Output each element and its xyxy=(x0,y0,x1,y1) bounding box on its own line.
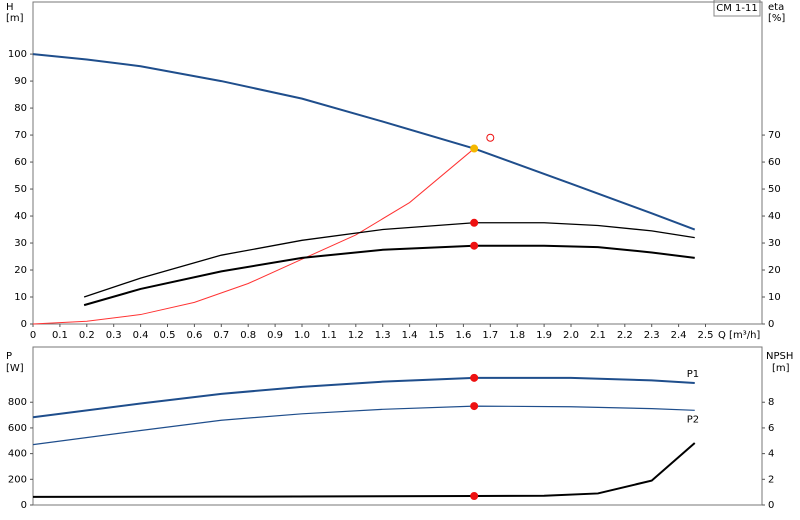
y2-tick-label: 20 xyxy=(768,265,781,276)
point-marker xyxy=(486,133,495,142)
y-tick-label: 20 xyxy=(14,265,27,276)
x-tick-label: 1.1 xyxy=(321,330,337,341)
x-tick-label: 1.4 xyxy=(402,330,418,341)
y-tick-label: 200 xyxy=(8,474,27,485)
y-tick-label: 30 xyxy=(14,238,27,249)
series-line xyxy=(32,53,696,231)
x-tick-label: 1.5 xyxy=(429,330,445,341)
x-tick-label: 1.8 xyxy=(509,330,525,341)
series-line xyxy=(32,442,696,498)
point-marker xyxy=(470,492,479,501)
y-axis-unit: [m] xyxy=(6,13,24,24)
x-tick-label: 0.2 xyxy=(79,330,95,341)
y2-tick-label: 50 xyxy=(768,184,781,195)
x-tick-label: 2.3 xyxy=(644,330,660,341)
y2-axis-title: eta xyxy=(768,2,784,13)
x-tick-label: 1.9 xyxy=(536,330,552,341)
plot-frame xyxy=(32,346,763,506)
x-tick-label: 0.7 xyxy=(213,330,229,341)
x-tick-label: 0.3 xyxy=(106,330,122,341)
x-axis-title: Q [m³/h] xyxy=(718,330,760,341)
y-axis-title: H xyxy=(6,2,14,13)
y2-tick-label: 70 xyxy=(768,130,781,141)
series-label: P1 xyxy=(687,369,699,380)
y-tick-label: 0 xyxy=(21,319,27,330)
y2-tick-label: 10 xyxy=(768,292,781,303)
y2-tick-label: 0 xyxy=(768,500,774,511)
point-marker xyxy=(470,144,479,153)
product-label: CM 1-11 xyxy=(716,3,757,14)
y-axis-title: P xyxy=(6,351,12,362)
x-tick-label: 0.5 xyxy=(160,330,176,341)
x-tick-label: 0 xyxy=(30,330,36,341)
y2-tick-label: 30 xyxy=(768,238,781,249)
point-marker xyxy=(470,402,479,411)
x-tick-label: 0.8 xyxy=(240,330,256,341)
point-marker xyxy=(470,218,479,227)
y2-axis-unit: [m] xyxy=(772,363,790,374)
x-tick-label: 1.2 xyxy=(348,330,364,341)
x-tick-label: 2.4 xyxy=(671,330,687,341)
y-tick-label: 800 xyxy=(8,397,27,408)
x-tick-label: 2.5 xyxy=(698,330,714,341)
y-tick-label: 10 xyxy=(14,292,27,303)
plot-frame xyxy=(32,1,763,325)
y-tick-label: 70 xyxy=(14,130,27,141)
y2-tick-label: 4 xyxy=(768,449,774,460)
x-tick-label: 0.4 xyxy=(133,330,149,341)
y-tick-label: 100 xyxy=(8,49,27,60)
x-tick-label: 2.1 xyxy=(590,330,606,341)
y2-tick-label: 8 xyxy=(768,397,774,408)
series-line xyxy=(83,222,695,298)
product-box xyxy=(713,0,761,17)
x-tick-label: 0.9 xyxy=(267,330,283,341)
y-tick-label: 0 xyxy=(21,500,27,511)
y-tick-label: 60 xyxy=(14,157,27,168)
x-tick-label: 0.1 xyxy=(52,330,68,341)
series-line xyxy=(83,244,695,307)
point-marker xyxy=(470,373,479,382)
y-tick-label: 40 xyxy=(14,211,27,222)
series-line xyxy=(32,148,475,325)
y-axis-unit: [W] xyxy=(6,363,24,374)
y2-tick-label: 60 xyxy=(768,157,781,168)
y2-tick-label: 40 xyxy=(768,211,781,222)
x-tick-label: 0.6 xyxy=(186,330,202,341)
y-tick-label: 600 xyxy=(8,423,27,434)
point-marker xyxy=(470,241,479,250)
x-tick-label: 1.0 xyxy=(294,330,310,341)
series-line xyxy=(32,376,695,419)
y2-axis-title: NPSH xyxy=(766,351,793,362)
y2-tick-label: 6 xyxy=(768,423,774,434)
y-tick-label: 90 xyxy=(14,76,27,87)
x-tick-label: 1.6 xyxy=(455,330,471,341)
y-tick-label: 80 xyxy=(14,103,27,114)
series-line xyxy=(32,405,695,446)
y-tick-label: 50 xyxy=(14,184,27,195)
y2-axis-unit: [%] xyxy=(768,13,785,24)
x-tick-label: 1.7 xyxy=(482,330,498,341)
x-tick-label: 2.0 xyxy=(563,330,579,341)
x-tick-label: 2.2 xyxy=(617,330,633,341)
y-tick-label: 400 xyxy=(8,449,27,460)
y2-tick-label: 2 xyxy=(768,474,774,485)
x-tick-label: 1.3 xyxy=(375,330,391,341)
series-label: P2 xyxy=(687,414,699,425)
y2-tick-label: 0 xyxy=(768,319,774,330)
